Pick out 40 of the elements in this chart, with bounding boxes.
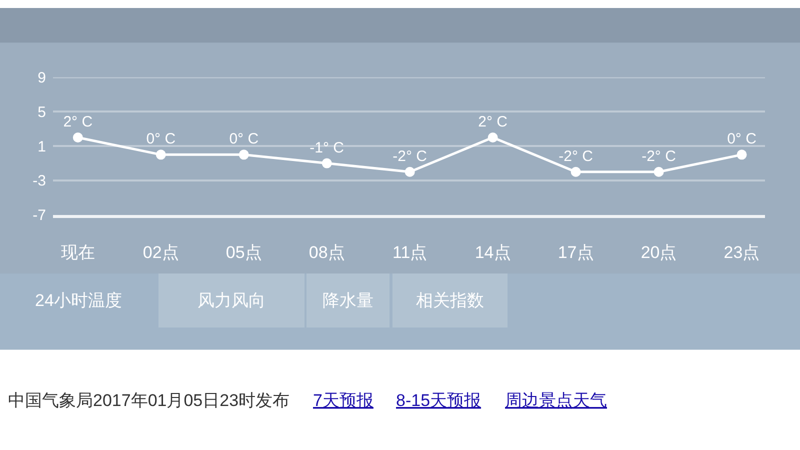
x-tick-label: 02点 (142, 243, 179, 262)
data-label: 2° C (478, 113, 508, 130)
x-tick-label: 现在 (60, 243, 95, 262)
x-tick-label: 14点 (474, 243, 511, 262)
data-label: 0° C (146, 130, 176, 148)
x-tick-label: 05点 (226, 243, 262, 262)
text: 风力风向 (198, 291, 266, 310)
data-label: 2° C (63, 113, 93, 130)
data-label: -2° C (642, 148, 676, 165)
point (322, 158, 332, 168)
text: 8-15天预报 (396, 391, 482, 410)
point (736, 150, 747, 160)
data-label: 0° C (727, 130, 757, 148)
text: 降水量 (322, 291, 374, 310)
point (404, 166, 415, 177)
point (488, 132, 498, 142)
x-tick-label: 17点 (558, 243, 594, 262)
data-label: 0° C (229, 130, 259, 148)
text: 周边景点天气 (505, 391, 607, 410)
data-label: -2° C (392, 148, 428, 165)
point (654, 166, 664, 177)
point (238, 150, 249, 160)
text: 中国气象局2017年01月05日23时发布 (8, 391, 290, 410)
text: 7天预报 (313, 391, 374, 410)
y-tick-label: 1 (38, 138, 46, 156)
point (72, 132, 83, 142)
point (570, 166, 581, 177)
y-tick-label: 9 (38, 70, 46, 87)
data-label: -2° C (558, 148, 594, 165)
text: 相关指数 (416, 291, 484, 310)
x-tick-label: 20点 (640, 243, 677, 262)
x-tick-label: 08点 (308, 243, 345, 262)
text: 24小时温度 (35, 291, 122, 310)
x-tick-label: 11点 (392, 243, 428, 262)
point (156, 150, 166, 160)
y-tick-label: 5 (38, 104, 46, 121)
x-tick-label: 23点 (724, 243, 760, 262)
y-tick-label: -7 (32, 207, 46, 224)
data-label: -1° C (310, 139, 344, 156)
y-tick-label: -3 (32, 172, 46, 190)
